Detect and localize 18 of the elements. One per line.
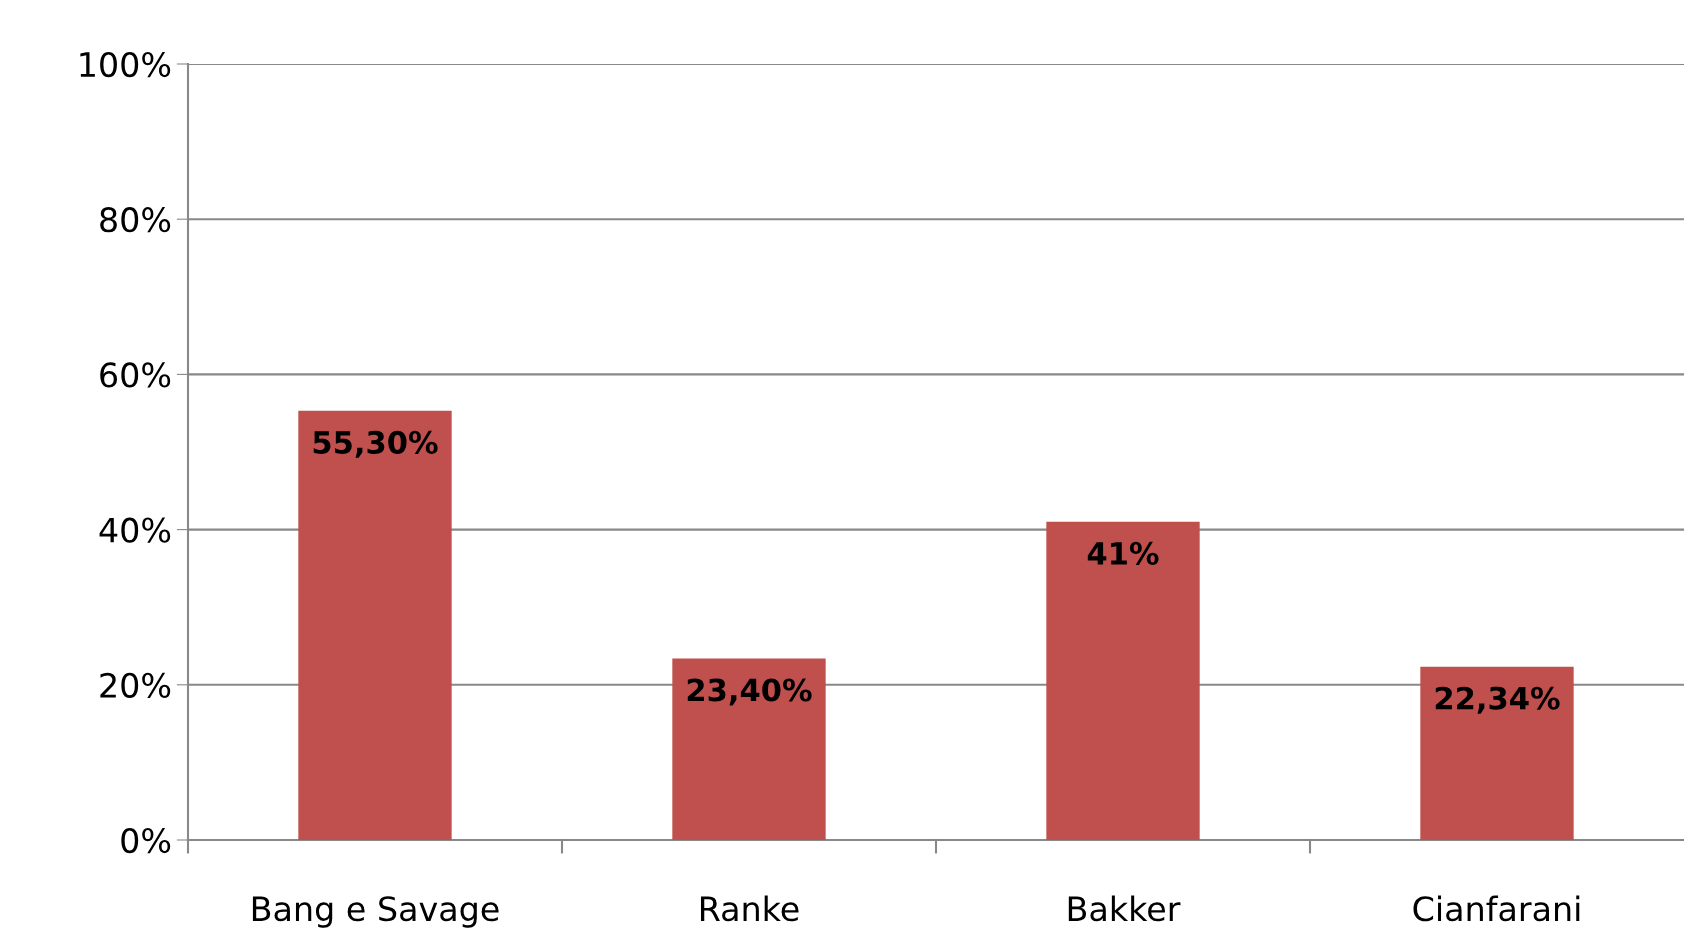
y-tick-label: 100% <box>80 51 171 78</box>
x-tick-label: Bakker <box>1068 895 1181 922</box>
data-label: 41% <box>1087 541 1159 565</box>
x-tick-label: Ranke <box>700 895 799 922</box>
x-tick-label: Cianfarani <box>1413 895 1580 922</box>
y-tick-label: 40% <box>99 517 171 543</box>
y-tick-label: 0% <box>121 827 171 854</box>
bar <box>1420 666 1574 840</box>
bar <box>672 658 826 840</box>
x-tick-label: Bang e Savage <box>252 896 499 928</box>
bar <box>1046 521 1200 840</box>
bar <box>298 410 452 840</box>
y-tick-label: 80% <box>100 207 171 233</box>
y-tick-label: 60% <box>100 362 171 388</box>
data-label: 23,40% <box>687 678 812 706</box>
data-label: 22,34% <box>1435 686 1560 714</box>
y-tick-label: 20% <box>100 672 171 698</box>
data-label: 55,30% <box>313 430 438 458</box>
